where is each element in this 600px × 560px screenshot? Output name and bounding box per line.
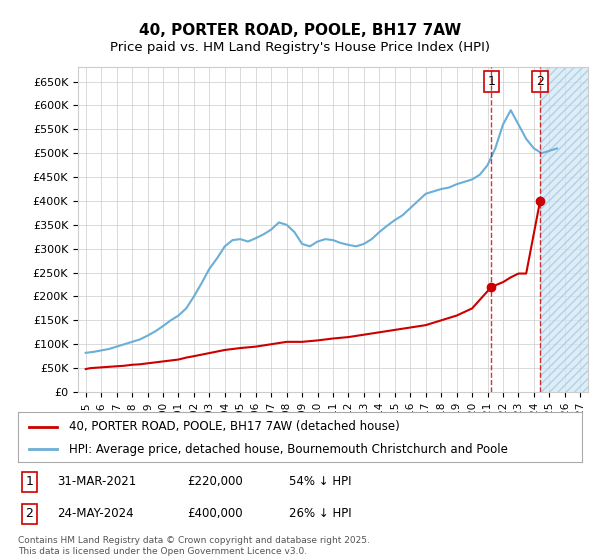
Text: 40, PORTER ROAD, POOLE, BH17 7AW: 40, PORTER ROAD, POOLE, BH17 7AW — [139, 24, 461, 38]
Text: £220,000: £220,000 — [187, 475, 243, 488]
Text: HPI: Average price, detached house, Bournemouth Christchurch and Poole: HPI: Average price, detached house, Bour… — [69, 443, 508, 456]
Text: Price paid vs. HM Land Registry's House Price Index (HPI): Price paid vs. HM Land Registry's House … — [110, 41, 490, 54]
Text: 40, PORTER ROAD, POOLE, BH17 7AW (detached house): 40, PORTER ROAD, POOLE, BH17 7AW (detach… — [69, 420, 400, 433]
Text: 24-MAY-2024: 24-MAY-2024 — [58, 507, 134, 520]
Text: 2: 2 — [536, 75, 544, 88]
Text: 2: 2 — [25, 507, 33, 520]
Text: 1: 1 — [487, 75, 496, 88]
Text: 1: 1 — [25, 475, 33, 488]
Text: Contains HM Land Registry data © Crown copyright and database right 2025.
This d: Contains HM Land Registry data © Crown c… — [18, 536, 370, 556]
Text: 54% ↓ HPI: 54% ↓ HPI — [289, 475, 351, 488]
Text: 26% ↓ HPI: 26% ↓ HPI — [289, 507, 352, 520]
Bar — [540, 67, 588, 392]
Text: 31-MAR-2021: 31-MAR-2021 — [58, 475, 137, 488]
Text: £400,000: £400,000 — [187, 507, 243, 520]
